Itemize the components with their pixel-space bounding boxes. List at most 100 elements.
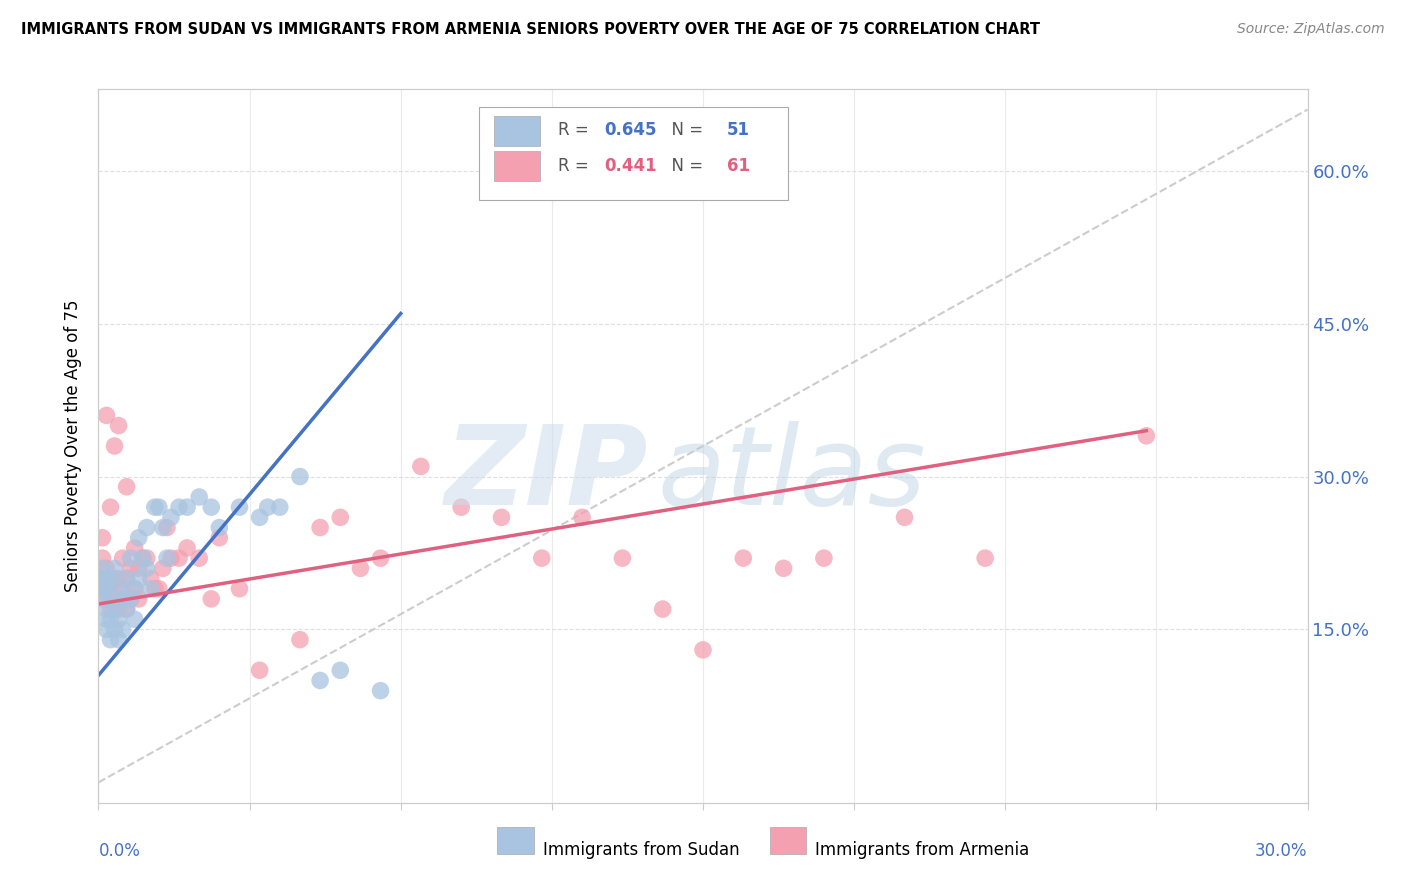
Point: [115, 572, 138, 586]
Point: [309, 520, 332, 534]
Point: [96, 572, 118, 586]
FancyBboxPatch shape: [479, 107, 787, 200]
Point: [100, 591, 122, 606]
Point: [249, 663, 271, 677]
Point: [188, 490, 211, 504]
Point: [1135, 429, 1157, 443]
Point: [111, 591, 134, 606]
Point: [103, 602, 125, 616]
Point: [96, 409, 118, 423]
Text: N =: N =: [661, 121, 709, 139]
FancyBboxPatch shape: [494, 116, 540, 145]
Point: [651, 602, 673, 616]
Point: [91, 561, 114, 575]
Point: [288, 469, 311, 483]
Point: [176, 541, 198, 555]
Point: [120, 561, 142, 575]
Point: [120, 591, 142, 606]
Text: 61: 61: [727, 157, 751, 175]
Point: [249, 510, 271, 524]
Point: [120, 591, 142, 606]
Point: [124, 582, 146, 596]
Point: [115, 602, 138, 616]
Point: [96, 602, 118, 616]
Point: [100, 632, 122, 647]
Point: [349, 561, 371, 575]
Point: [370, 551, 392, 566]
Point: [160, 551, 183, 566]
Point: [329, 663, 352, 677]
Text: R =: R =: [558, 121, 593, 139]
Point: [188, 551, 211, 566]
Point: [100, 602, 122, 616]
Point: [733, 551, 755, 566]
Point: [115, 602, 138, 616]
Point: [135, 520, 157, 534]
Point: [132, 551, 155, 566]
Point: [107, 602, 129, 616]
Point: [115, 480, 138, 494]
Point: [107, 612, 129, 626]
Point: [132, 551, 155, 566]
Point: [409, 459, 432, 474]
Point: [135, 551, 157, 566]
Point: [107, 582, 129, 596]
Text: R =: R =: [558, 157, 593, 175]
Point: [148, 582, 170, 596]
Point: [156, 520, 179, 534]
Point: [152, 520, 174, 534]
Point: [91, 572, 114, 586]
Point: [148, 500, 170, 515]
Point: [269, 500, 291, 515]
Point: [974, 551, 997, 566]
Point: [450, 500, 472, 515]
Point: [893, 510, 915, 524]
Point: [111, 623, 134, 637]
Point: [208, 520, 231, 534]
Text: IMMIGRANTS FROM SUDAN VS IMMIGRANTS FROM ARMENIA SENIORS POVERTY OVER THE AGE OF: IMMIGRANTS FROM SUDAN VS IMMIGRANTS FROM…: [21, 22, 1040, 37]
Text: N =: N =: [661, 157, 709, 175]
Point: [111, 551, 134, 566]
Point: [139, 582, 162, 596]
Y-axis label: Seniors Poverty Over the Age of 75: Seniors Poverty Over the Age of 75: [65, 300, 83, 592]
Point: [100, 572, 122, 586]
Point: [103, 561, 125, 575]
Point: [120, 551, 142, 566]
Point: [772, 561, 794, 575]
Point: [124, 541, 146, 555]
FancyBboxPatch shape: [498, 827, 534, 855]
Point: [91, 531, 114, 545]
Point: [530, 551, 553, 566]
Point: [167, 500, 190, 515]
Point: [128, 561, 150, 575]
Point: [91, 572, 114, 586]
Point: [91, 591, 114, 606]
Point: [200, 500, 222, 515]
Text: Source: ZipAtlas.com: Source: ZipAtlas.com: [1237, 22, 1385, 37]
Point: [139, 572, 162, 586]
Point: [96, 582, 118, 596]
Point: [813, 551, 835, 566]
Point: [612, 551, 634, 566]
Point: [107, 572, 129, 586]
Point: [103, 591, 125, 606]
Point: [96, 561, 118, 575]
Text: Immigrants from Sudan: Immigrants from Sudan: [543, 840, 740, 859]
Text: Immigrants from Armenia: Immigrants from Armenia: [815, 840, 1029, 859]
Point: [96, 612, 118, 626]
Point: [329, 510, 352, 524]
Point: [107, 632, 129, 647]
Point: [143, 582, 166, 596]
Point: [96, 623, 118, 637]
Point: [128, 591, 150, 606]
Text: atlas: atlas: [657, 421, 925, 528]
Point: [160, 510, 183, 524]
Point: [156, 551, 179, 566]
Point: [115, 572, 138, 586]
Text: 51: 51: [727, 121, 751, 139]
Point: [107, 418, 129, 433]
Text: 30.0%: 30.0%: [1256, 842, 1308, 860]
Point: [200, 591, 222, 606]
Point: [124, 612, 146, 626]
Point: [91, 551, 114, 566]
